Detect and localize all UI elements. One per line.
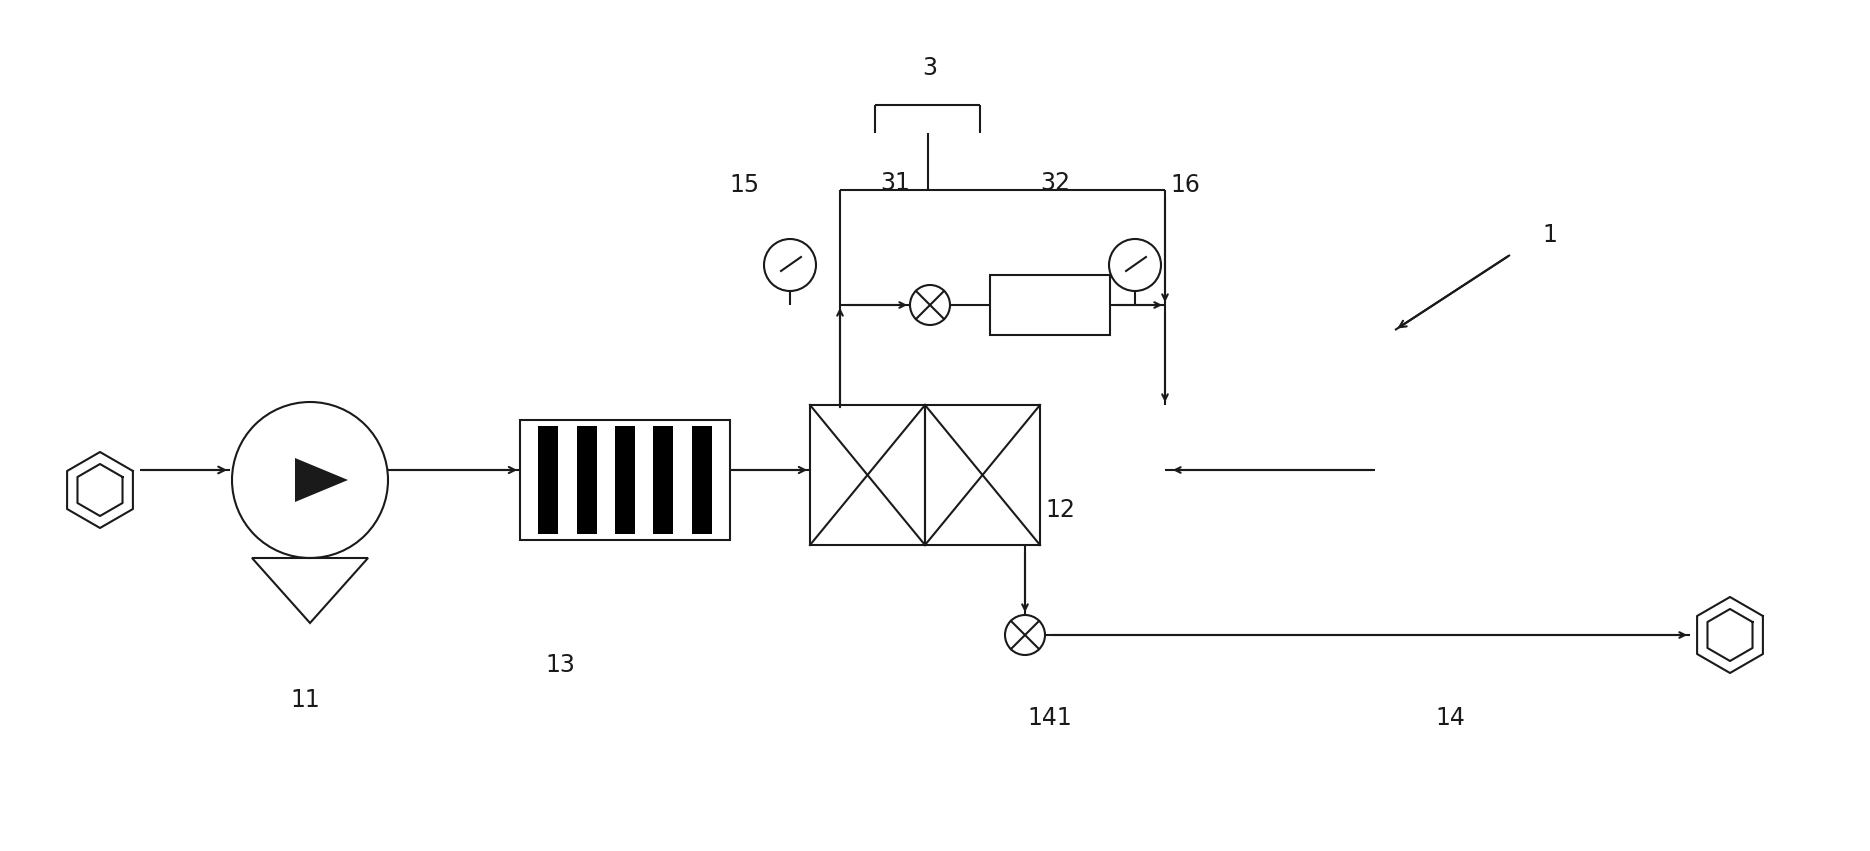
Polygon shape xyxy=(295,458,348,502)
Bar xyxy=(989,275,1111,335)
Text: 14: 14 xyxy=(1434,706,1464,730)
Bar xyxy=(615,426,636,534)
Text: 12: 12 xyxy=(1045,498,1075,522)
Bar xyxy=(810,405,926,545)
Bar xyxy=(653,426,673,534)
Bar xyxy=(539,426,559,534)
Text: 1: 1 xyxy=(1543,223,1558,247)
Text: 16: 16 xyxy=(1171,173,1201,197)
Text: 31: 31 xyxy=(881,171,911,195)
Bar xyxy=(520,420,729,540)
Text: 141: 141 xyxy=(1028,706,1072,730)
Bar xyxy=(692,426,712,534)
Bar xyxy=(926,405,1040,545)
Text: 32: 32 xyxy=(1040,171,1070,195)
Bar xyxy=(576,426,597,534)
Text: 11: 11 xyxy=(290,688,320,712)
Text: 13: 13 xyxy=(544,653,574,677)
Text: 3: 3 xyxy=(922,56,937,80)
Text: 15: 15 xyxy=(729,173,759,197)
